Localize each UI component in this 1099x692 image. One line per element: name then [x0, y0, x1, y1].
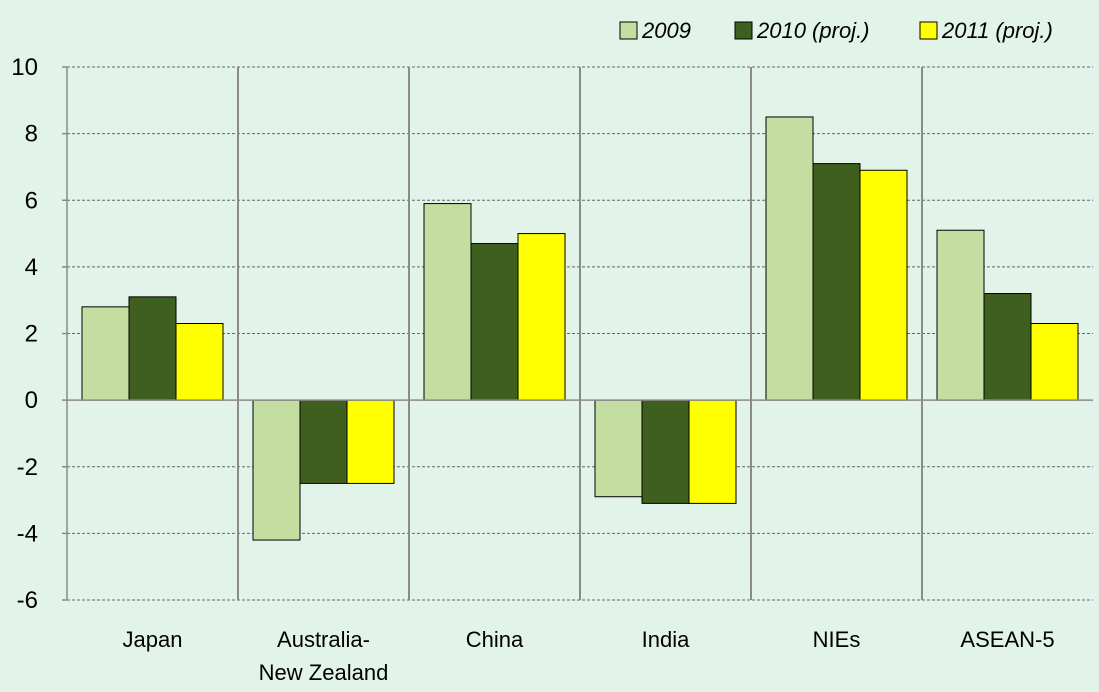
bar — [983, 293, 1032, 401]
bar — [812, 163, 861, 401]
category-separators — [237, 67, 923, 600]
y-tick-label: 8 — [25, 121, 38, 148]
bar — [470, 243, 519, 401]
y-tick-labels: 10 8 6 4 2 0 -2 -4 -6 — [11, 54, 38, 614]
legend-label: 2011 (proj.) — [941, 18, 1053, 43]
y-tick-label: -6 — [17, 587, 38, 614]
legend-swatch — [619, 21, 638, 40]
bar — [594, 399, 643, 498]
legend: 2009 2010 (proj.) 2011 (proj.) — [619, 18, 1053, 43]
category-label: India — [642, 627, 690, 652]
bar — [346, 399, 395, 484]
legend-swatch — [919, 21, 938, 40]
bar — [936, 229, 985, 401]
category-label: NIEs — [813, 627, 861, 652]
bar — [859, 169, 908, 401]
category-label: Japan — [123, 627, 183, 652]
y-tick-label: 0 — [25, 387, 38, 414]
category-label: New Zealand — [259, 660, 389, 685]
y-tick-label: -4 — [17, 520, 38, 547]
category-labels: Japan Australia- New Zealand China India NIEs… — [123, 627, 1055, 685]
bar — [423, 203, 472, 401]
y-tick-label: 2 — [25, 321, 38, 348]
y-tick-label: 6 — [25, 187, 38, 214]
category-label: Australia- — [277, 627, 370, 652]
bar — [765, 116, 814, 401]
legend-label: 2009 — [641, 18, 691, 43]
y-tick-label: 10 — [11, 54, 38, 81]
y-tick-label: 4 — [25, 254, 38, 281]
bar — [1030, 323, 1079, 401]
bar — [688, 399, 737, 504]
legend-label: 2010 (proj.) — [756, 18, 870, 43]
bars — [81, 116, 1079, 541]
bar — [128, 296, 177, 401]
bar — [81, 306, 130, 401]
y-tick-label: -2 — [17, 454, 38, 481]
bar — [299, 399, 348, 484]
category-label: China — [466, 627, 524, 652]
category-label: ASEAN-5 — [960, 627, 1054, 652]
bar — [517, 233, 566, 401]
bar — [252, 399, 301, 541]
bar — [641, 399, 690, 504]
legend-swatch — [734, 21, 753, 40]
axes — [62, 66, 1093, 601]
bar — [175, 323, 224, 401]
